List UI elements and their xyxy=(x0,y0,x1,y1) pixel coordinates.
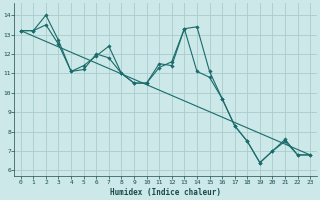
X-axis label: Humidex (Indice chaleur): Humidex (Indice chaleur) xyxy=(110,188,221,197)
